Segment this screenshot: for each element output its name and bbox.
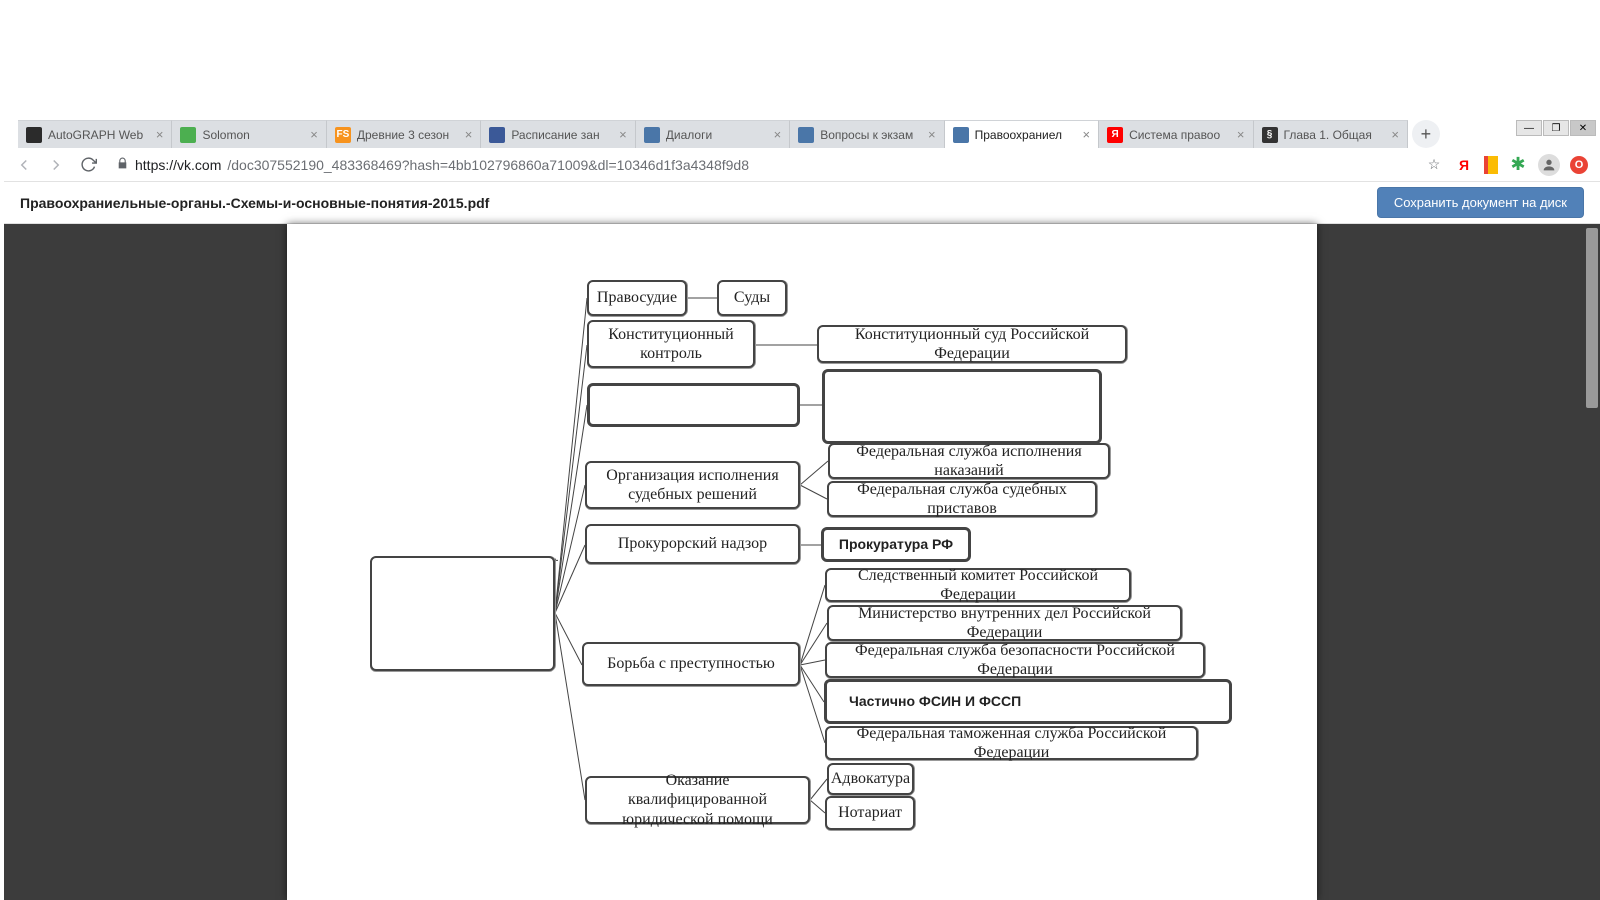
back-button[interactable] bbox=[10, 151, 38, 179]
tab-favicon: FS bbox=[335, 127, 351, 143]
tab-favicon bbox=[798, 127, 814, 143]
diagram-box-n6r5: Федеральная таможенная служба Российской… bbox=[825, 726, 1198, 760]
tab-favicon: § bbox=[1262, 127, 1278, 143]
tab-close-icon[interactable]: × bbox=[465, 127, 473, 142]
browser-tab[interactable]: AutoGRAPH Web × bbox=[18, 120, 172, 148]
scrollbar-thumb[interactable] bbox=[1586, 228, 1598, 408]
tab-favicon bbox=[489, 127, 505, 143]
tab-favicon bbox=[644, 127, 660, 143]
tab-title: Solomon bbox=[202, 128, 304, 142]
diagram-box-n4: Организация исполнения судебных решений bbox=[585, 461, 800, 509]
url-path: /doc307552190_483368469?hash=4bb10279686… bbox=[227, 157, 749, 173]
reload-button[interactable] bbox=[74, 151, 102, 179]
tab-title: Глава 1. Общая bbox=[1284, 128, 1386, 142]
diagram-box-n7: Оказание квалифицированной юридической п… bbox=[585, 776, 810, 824]
profile-icon[interactable] bbox=[1538, 154, 1560, 176]
diagram-box-n6r2: Министерство внутренних дел Российской Ф… bbox=[827, 605, 1182, 641]
tab-close-icon[interactable]: × bbox=[310, 127, 318, 142]
tab-title: Правоохраниел bbox=[975, 128, 1077, 142]
diagram-box-n7r1: Адвокатура bbox=[827, 763, 914, 795]
document-bar: Правоохраниельные-органы.-Схемы-и-основн… bbox=[4, 182, 1600, 224]
tab-favicon bbox=[953, 127, 969, 143]
diagram-box-n1: Правосудие bbox=[587, 280, 687, 316]
extension-icon-2[interactable]: ✱ bbox=[1508, 155, 1528, 175]
tab-favicon: Я bbox=[1107, 127, 1123, 143]
tab-close-icon[interactable]: × bbox=[774, 127, 782, 142]
browser-tab[interactable]: FS Древние 3 сезон × bbox=[327, 120, 481, 148]
diagram-box-n4r2: Федеральная служба судебных приставов bbox=[827, 481, 1097, 517]
diagram-box-n6r4: Частично ФСИН И ФССП bbox=[824, 679, 1232, 724]
tab-title: Система правоо bbox=[1129, 128, 1231, 142]
browser-tab[interactable]: § Глава 1. Общая × bbox=[1254, 120, 1408, 148]
yandex-icon[interactable]: Я bbox=[1454, 155, 1474, 175]
address-bar[interactable]: https://vk.com/doc307552190_483368469?ha… bbox=[106, 151, 1420, 179]
diagram-box-n6: Борьба с преступностью bbox=[582, 642, 800, 686]
forward-button[interactable] bbox=[42, 151, 70, 179]
tab-close-icon[interactable]: × bbox=[619, 127, 627, 142]
tab-title: Древние 3 сезон bbox=[357, 128, 459, 142]
save-to-disk-button[interactable]: Сохранить документ на диск bbox=[1377, 187, 1584, 218]
browser-tab[interactable]: Расписание зан × bbox=[481, 120, 635, 148]
new-tab-button[interactable]: + bbox=[1412, 120, 1440, 148]
document-title: Правоохраниельные-органы.-Схемы-и-основн… bbox=[20, 195, 489, 211]
browser-tab[interactable]: Правоохраниел × bbox=[945, 120, 1099, 148]
browser-nav-bar: https://vk.com/doc307552190_483368469?ha… bbox=[4, 148, 1600, 182]
lock-icon bbox=[116, 157, 129, 173]
diagram-box-n1b: Суды bbox=[717, 280, 787, 316]
adblock-icon[interactable]: O bbox=[1570, 156, 1588, 174]
browser-tab[interactable]: Solomon × bbox=[172, 120, 326, 148]
browser-tab[interactable]: Я Система правоо × bbox=[1099, 120, 1253, 148]
tab-title: Диалоги bbox=[666, 128, 768, 142]
diagram-box-n2: Конституционный контроль bbox=[587, 320, 755, 368]
diagram-box-n3r bbox=[822, 369, 1102, 444]
tab-title: Вопросы к экзам bbox=[820, 128, 922, 142]
tab-close-icon[interactable]: × bbox=[1237, 127, 1245, 142]
diagram-box-n3 bbox=[587, 383, 800, 427]
pdf-page: 4 ПравосудиеСудыКонституционный контроль… bbox=[287, 224, 1317, 900]
window-close-button[interactable]: ✕ bbox=[1570, 120, 1596, 136]
diagram-box-n7r2: Нотариат bbox=[825, 796, 915, 830]
tab-title: Расписание зан bbox=[511, 128, 613, 142]
tab-close-icon[interactable]: × bbox=[1082, 127, 1090, 142]
extension-icon[interactable] bbox=[1484, 156, 1498, 174]
window-controls: — ❐ ✕ bbox=[1516, 120, 1596, 136]
tab-close-icon[interactable]: × bbox=[928, 127, 936, 142]
diagram-box-n5: Прокурорский надзор bbox=[585, 524, 800, 564]
tab-title: AutoGRAPH Web bbox=[48, 128, 150, 142]
star-icon[interactable]: ☆ bbox=[1424, 155, 1444, 175]
diagram-box-root bbox=[370, 556, 555, 671]
tab-close-icon[interactable]: × bbox=[1391, 127, 1399, 142]
url-host: https://vk.com bbox=[135, 157, 221, 173]
browser-tab-strip: AutoGRAPH Web × Solomon × FS Древние 3 сезон ×… bbox=[18, 118, 1440, 148]
diagram-box-n4r1: Федеральная служба исполнения наказаний bbox=[828, 443, 1110, 479]
tab-favicon bbox=[26, 127, 42, 143]
browser-tab[interactable]: Диалоги × bbox=[636, 120, 790, 148]
pdf-viewer: 4 ПравосудиеСудыКонституционный контроль… bbox=[4, 224, 1600, 900]
diagram-box-n2r: Конституционный суд Российской Федерации bbox=[817, 325, 1127, 363]
tab-close-icon[interactable]: × bbox=[156, 127, 164, 142]
diagram-box-n6r3: Федеральная служба безопасности Российск… bbox=[825, 642, 1205, 678]
diagram-box-n6r1: Следственный комитет Российской Федераци… bbox=[825, 568, 1131, 602]
minimize-button[interactable]: — bbox=[1516, 120, 1542, 136]
toolbar-extensions: ☆ Я ✱ O bbox=[1424, 154, 1594, 176]
browser-tab[interactable]: Вопросы к экзам × bbox=[790, 120, 944, 148]
maximize-button[interactable]: ❐ bbox=[1543, 120, 1569, 136]
tab-favicon bbox=[180, 127, 196, 143]
diagram-box-n5r: Прокуратура РФ bbox=[821, 527, 971, 562]
